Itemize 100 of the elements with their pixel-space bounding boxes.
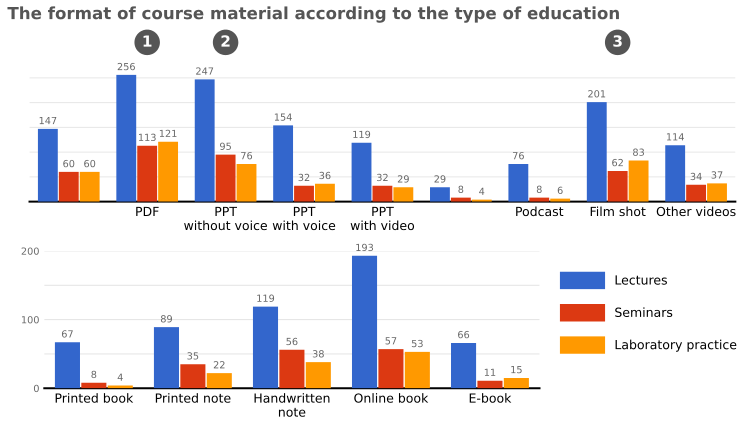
- bar: [314, 184, 335, 202]
- bar: [236, 164, 256, 202]
- bar: [450, 198, 471, 202]
- data-label: 154: [274, 114, 292, 121]
- data-label: 8: [91, 370, 96, 378]
- y-tick-label: 0: [34, 384, 39, 392]
- text: 2: [221, 35, 230, 47]
- data-label: 56: [286, 338, 298, 346]
- x-tick-label: Printed book: [56, 393, 134, 403]
- data-label: 37: [712, 171, 722, 179]
- bar: [54, 342, 80, 388]
- x-tick-label: Podcast: [516, 206, 564, 216]
- data-label: 66: [458, 330, 470, 338]
- data-label: 4: [118, 374, 123, 381]
- data-label: 57: [385, 337, 396, 344]
- bar: [504, 378, 529, 388]
- data-label: 8: [536, 186, 542, 194]
- x-tick-label: PPT with voice: [272, 206, 336, 230]
- x-tick-label: Other videos: [656, 206, 736, 216]
- x-tick-label: Film shot: [590, 206, 646, 216]
- x-tick-label: PPT with video: [350, 206, 414, 230]
- x-tick-label: Handwritten note: [254, 393, 330, 417]
- data-label: 67: [62, 330, 73, 338]
- data-label: 201: [588, 90, 606, 98]
- bar: [707, 183, 727, 202]
- data-label: 121: [160, 130, 176, 137]
- data-label: 4: [479, 188, 484, 195]
- bar: [279, 350, 304, 388]
- bar: [477, 380, 502, 388]
- data-label: 29: [398, 175, 409, 183]
- data-label: 36: [319, 172, 330, 180]
- x-tick-label: E-book: [470, 393, 512, 403]
- bar: [216, 154, 236, 202]
- bar: [294, 186, 314, 202]
- data-label: 83: [633, 148, 644, 156]
- bar: [252, 306, 278, 388]
- data-label: 76: [241, 152, 252, 160]
- bar: [206, 373, 232, 388]
- data-label: 15: [511, 366, 522, 374]
- data-label: 114: [666, 133, 684, 140]
- data-label: 11: [484, 368, 496, 376]
- text: 3: [613, 35, 622, 47]
- bar: [80, 172, 100, 202]
- bar: [352, 256, 378, 388]
- data-label: 256: [118, 62, 135, 70]
- data-label: 247: [196, 67, 214, 75]
- legend-label: Lectures: [616, 275, 667, 285]
- data-label: 76: [512, 152, 524, 160]
- bar: [372, 186, 392, 202]
- bar: [665, 145, 686, 202]
- bar: [180, 364, 206, 388]
- data-label: 119: [353, 130, 370, 138]
- bar: [508, 164, 528, 202]
- bar: [352, 142, 372, 202]
- data-label: 35: [187, 352, 198, 360]
- data-label: 34: [690, 172, 702, 180]
- bar: [404, 352, 430, 388]
- bar: [430, 187, 450, 202]
- bar: [306, 362, 331, 388]
- bar: [194, 79, 215, 202]
- text: 1: [144, 35, 152, 47]
- bar: [137, 146, 158, 202]
- bar: [81, 382, 106, 388]
- x-tick-label: Printed note: [156, 393, 230, 403]
- data-label: 95: [220, 142, 231, 150]
- bar: [393, 187, 414, 202]
- data-label: 29: [434, 175, 446, 183]
- bar: [116, 74, 136, 202]
- bar: [550, 198, 570, 202]
- data-label: 8: [458, 186, 464, 194]
- y-tick-label: 200: [22, 247, 39, 255]
- bar: [108, 386, 133, 388]
- data-label: 119: [257, 294, 274, 302]
- bar: [378, 349, 404, 388]
- data-label: 22: [214, 361, 224, 368]
- data-label: 193: [356, 244, 374, 252]
- data-label: 147: [40, 116, 56, 124]
- bar: [273, 125, 294, 202]
- bar: [608, 170, 628, 202]
- chart-title: The format of course material according to the type of education: [7, 6, 619, 23]
- data-label: 32: [298, 174, 310, 182]
- data-label: 6: [558, 186, 563, 194]
- bar: [158, 142, 178, 202]
- bar: [154, 327, 180, 388]
- data-label: 38: [312, 350, 324, 358]
- data-label: 60: [84, 160, 96, 168]
- x-tick-label: Online book: [354, 393, 428, 403]
- bar: [686, 184, 706, 202]
- y-tick-label: 100: [22, 316, 39, 324]
- bar: [451, 342, 476, 388]
- legend-label: Laboratory practice: [616, 340, 736, 352]
- data-label: 113: [138, 134, 156, 142]
- bar: [529, 198, 550, 202]
- bar: [586, 102, 607, 202]
- bar: [58, 172, 79, 202]
- x-tick-label: PPT without voice: [184, 206, 267, 230]
- legend-label: Seminars: [615, 307, 672, 318]
- data-label: 89: [160, 315, 172, 322]
- bar: [38, 128, 58, 202]
- data-label: 60: [63, 160, 74, 168]
